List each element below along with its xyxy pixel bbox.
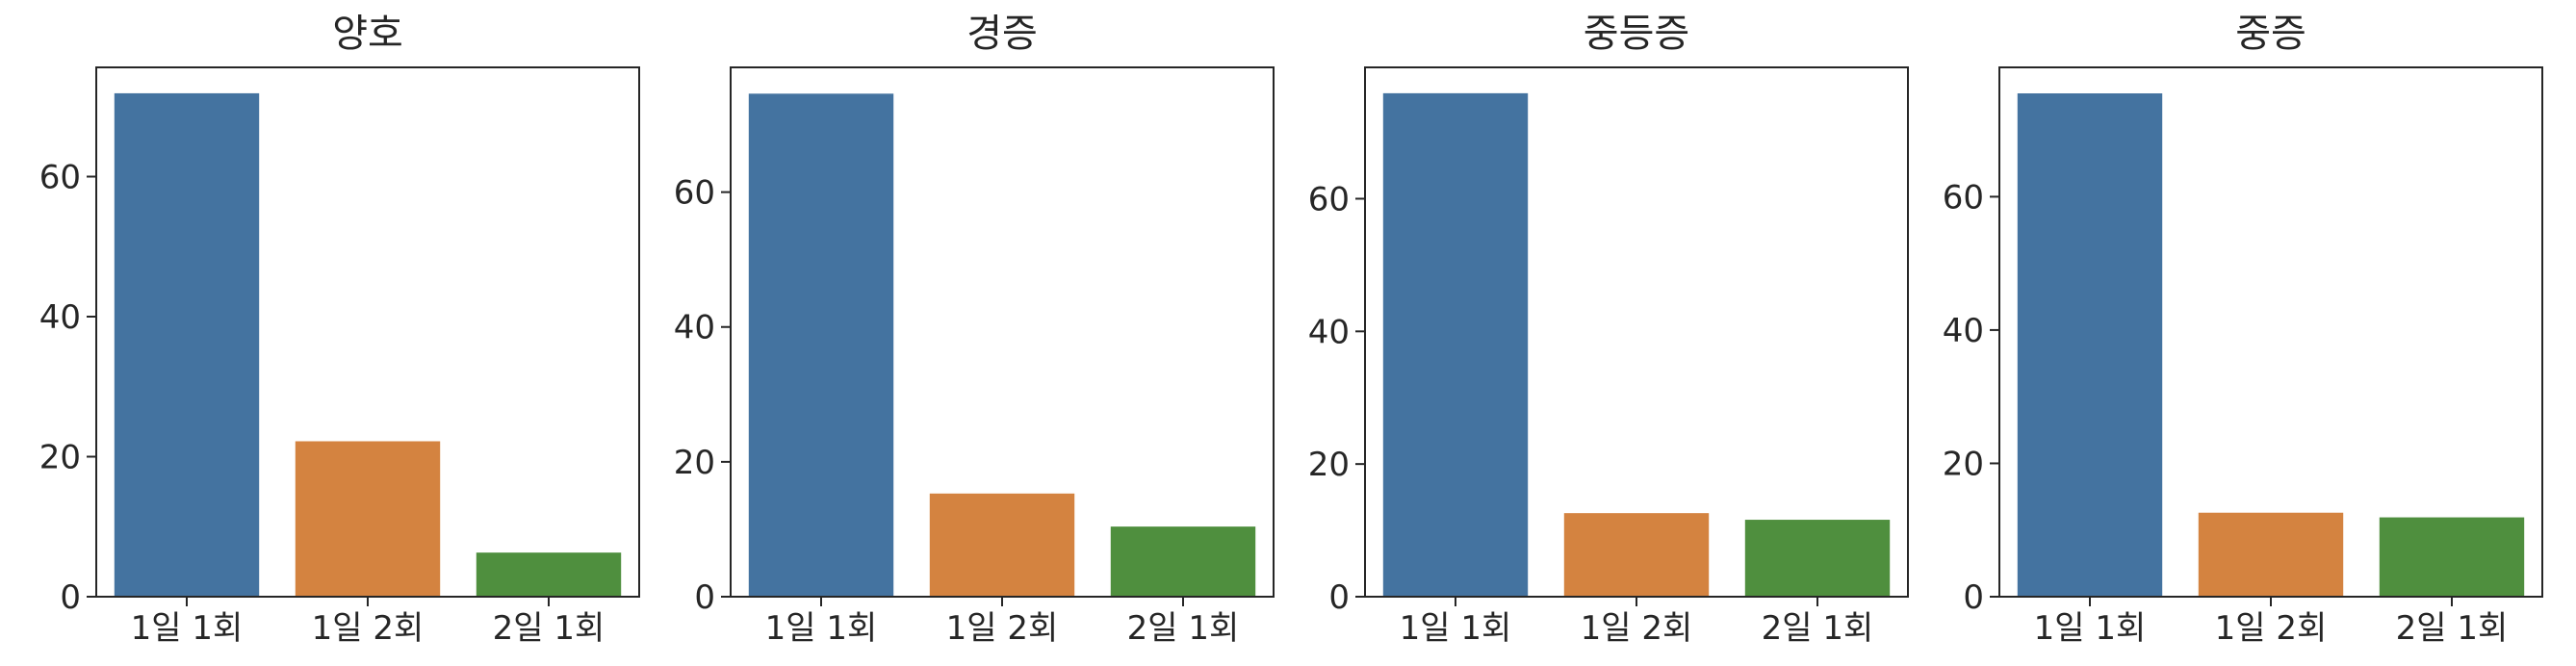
bar bbox=[2017, 93, 2163, 597]
plot-frame bbox=[1364, 66, 1909, 598]
subplot-panel: 경증 0 20 40 60 1일 1회 1일 2회 2일 1회 bbox=[674, 12, 1275, 648]
bar bbox=[929, 493, 1075, 597]
y-tick-label: 40 bbox=[1943, 312, 1984, 350]
y-tick-label: 0 bbox=[694, 578, 715, 617]
x-tick-label: 2일 1회 bbox=[1127, 609, 1240, 648]
subplot-panel: 양호 0 20 40 60 1일 1회 1일 2회 2일 1회 bbox=[39, 12, 640, 648]
y-tick-label: 40 bbox=[39, 298, 81, 337]
subplot-title: 경증 bbox=[966, 12, 1038, 56]
x-tick-label: 1일 2회 bbox=[2215, 609, 2328, 648]
x-tick-label: 1일 1회 bbox=[765, 609, 878, 648]
y-tick-label: 20 bbox=[1308, 446, 1350, 484]
x-tick-label: 2일 1회 bbox=[2396, 609, 2509, 648]
x-tick-label: 1일 1회 bbox=[2034, 609, 2147, 648]
bar bbox=[2379, 517, 2525, 597]
bar bbox=[2198, 512, 2344, 597]
x-tick-label: 2일 1회 bbox=[493, 609, 605, 648]
y-tick-label: 20 bbox=[674, 444, 715, 482]
plot-frame bbox=[95, 66, 640, 598]
y-tick-label: 0 bbox=[1328, 578, 1350, 617]
subplot-panel: 중증 0 20 40 60 1일 1회 1일 2회 2일 1회 bbox=[1943, 12, 2543, 648]
y-tick-label: 40 bbox=[1308, 313, 1350, 351]
bar bbox=[114, 92, 260, 598]
bar bbox=[1563, 513, 1710, 597]
bar bbox=[1744, 520, 1891, 597]
bar bbox=[1382, 92, 1529, 597]
x-tick-label: 1일 2회 bbox=[946, 609, 1059, 648]
subplot-title: 양호 bbox=[332, 12, 403, 56]
subplot-title: 중등증 bbox=[1584, 12, 1689, 56]
bar bbox=[748, 93, 894, 598]
y-tick-label: 60 bbox=[674, 174, 715, 213]
x-tick-label: 1일 1회 bbox=[1400, 609, 1512, 648]
subplot-title: 중증 bbox=[2235, 12, 2306, 56]
x-tick-label: 2일 1회 bbox=[1762, 609, 1874, 648]
x-tick-label: 1일 1회 bbox=[131, 609, 244, 648]
plot-frame bbox=[730, 66, 1275, 598]
x-tick-label: 1일 2회 bbox=[312, 609, 425, 648]
y-tick-label: 60 bbox=[1308, 180, 1350, 218]
y-tick-label: 60 bbox=[1943, 178, 1984, 217]
x-tick-label: 1일 2회 bbox=[1581, 609, 1693, 648]
y-tick-label: 20 bbox=[1943, 445, 1984, 483]
y-tick-label: 0 bbox=[60, 578, 81, 617]
y-tick-label: 20 bbox=[39, 438, 81, 476]
bar bbox=[295, 441, 441, 597]
y-tick-label: 40 bbox=[674, 309, 715, 347]
subplot-panel: 중등증 0 20 40 60 1일 1회 1일 2회 2일 1회 bbox=[1308, 12, 1909, 648]
bar bbox=[1110, 526, 1256, 597]
plot-frame bbox=[1998, 66, 2543, 598]
y-tick-label: 0 bbox=[1963, 578, 1984, 617]
y-tick-label: 60 bbox=[39, 158, 81, 196]
bar bbox=[476, 552, 622, 597]
